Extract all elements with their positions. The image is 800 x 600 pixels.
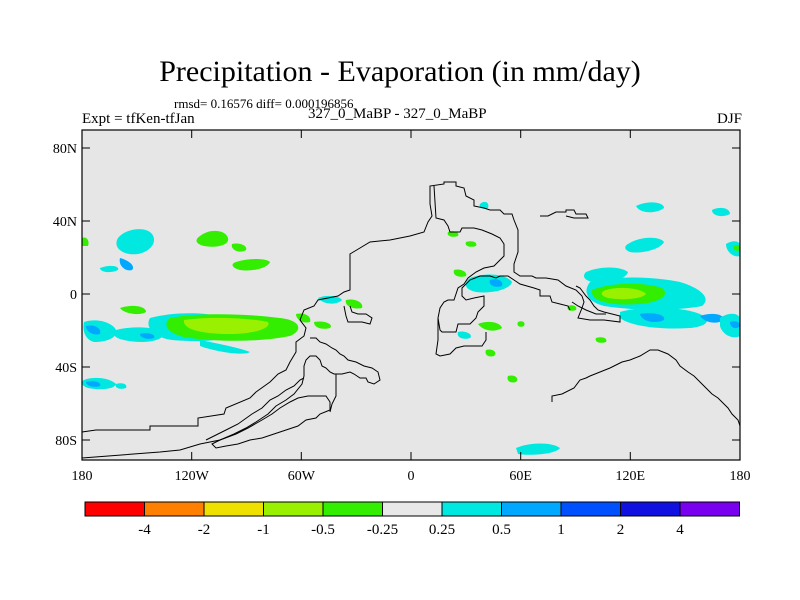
- lon-label-120w: 120W: [175, 469, 210, 484]
- colorbar-box: [679, 501, 740, 517]
- colorbar-label: -0.5: [311, 522, 335, 538]
- colorbar-label: -0.25: [367, 522, 398, 538]
- colorbar-label: -2: [198, 522, 211, 538]
- experiment-label: Expt = tfKen-tfJan: [82, 111, 195, 127]
- colorbar-box: [382, 501, 443, 517]
- lon-label-60w: 60W: [288, 469, 316, 484]
- comparison-label: 327_0_MaBP - 327_0_MaBP: [308, 106, 487, 122]
- plot-title: Precipitation - Evaporation (in mm/day): [159, 55, 641, 88]
- axis-ticks: [82, 130, 740, 460]
- colorbar-box: [322, 501, 383, 517]
- colorbar-box: [441, 501, 502, 517]
- colorbar-label: -1: [257, 522, 270, 538]
- colorbar-box: [84, 501, 145, 517]
- colorbar-label: 0.5: [492, 522, 511, 538]
- lon-label-120e: 120E: [616, 469, 646, 484]
- lat-label-80n: 80N: [53, 142, 77, 157]
- colorbar-label: 4: [676, 522, 684, 538]
- colorbar-box: [144, 501, 205, 517]
- colorbar-label: 2: [617, 522, 625, 538]
- coastlines: [81, 181, 741, 459]
- colorbar-box: [203, 501, 264, 517]
- lon-label-60e: 60E: [509, 469, 532, 484]
- season-label: DJF: [716, 111, 742, 127]
- colorbar-box: [620, 501, 681, 517]
- lon-label-180e: 180: [730, 469, 751, 484]
- colorbar-label: -4: [138, 522, 151, 538]
- lon-label-180w: 180: [72, 469, 93, 484]
- lat-label-80s: 80S: [55, 434, 77, 449]
- stats-text: rmsd= 0.16576 diff= 0.000196856: [174, 96, 354, 111]
- anomaly-contours: [81, 201, 740, 455]
- lon-label-0: 0: [408, 469, 415, 484]
- colorbar-box: [263, 501, 324, 517]
- lat-label-40n: 40N: [53, 215, 77, 230]
- colorbar-box: [501, 501, 562, 517]
- colorbar-label: 0.25: [429, 522, 455, 538]
- colorbar-label: 1: [557, 522, 565, 538]
- colorbar: [84, 501, 740, 517]
- lat-label-0: 0: [70, 288, 77, 303]
- lat-label-40s: 40S: [55, 361, 77, 376]
- colorbar-box: [560, 501, 621, 517]
